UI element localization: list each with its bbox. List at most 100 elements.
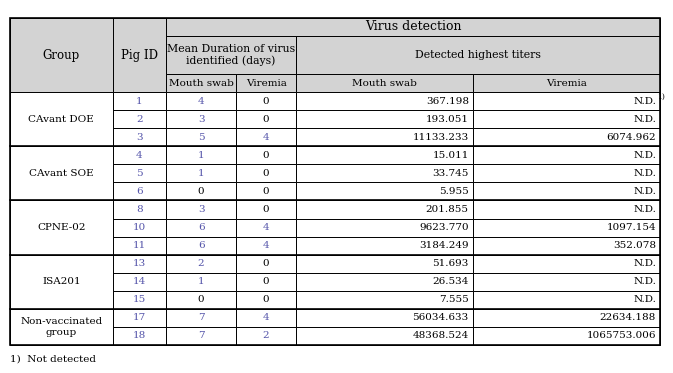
Bar [296, 200, 473, 219]
Text: CAvant SOE: CAvant SOE [29, 169, 94, 178]
Bar [112, 236, 166, 255]
Text: 18: 18 [133, 332, 146, 341]
Text: Non-vaccinated
group: Non-vaccinated group [20, 317, 102, 336]
Text: 48368.524: 48368.524 [413, 332, 469, 341]
Text: 0: 0 [262, 295, 269, 304]
Bar [112, 182, 166, 200]
Text: 17: 17 [133, 313, 146, 322]
Bar [296, 146, 473, 164]
Text: 0: 0 [198, 187, 205, 196]
Bar [473, 291, 660, 309]
Bar [10, 309, 112, 345]
Bar [166, 309, 236, 327]
Text: 15.011: 15.011 [433, 151, 469, 160]
Bar [112, 18, 166, 92]
Text: 3: 3 [198, 115, 205, 123]
Text: Mouth swab: Mouth swab [352, 78, 417, 88]
Bar [112, 291, 166, 309]
Text: 5.955: 5.955 [439, 187, 469, 196]
Text: 4: 4 [262, 241, 269, 250]
Bar [10, 146, 112, 200]
Text: 201.855: 201.855 [426, 205, 469, 214]
Bar [10, 92, 112, 146]
Text: Mouth swab: Mouth swab [169, 78, 234, 88]
Text: CAvant DOE: CAvant DOE [28, 115, 94, 123]
Text: N.D.: N.D. [633, 295, 656, 304]
Text: 22634.188: 22634.188 [600, 313, 656, 322]
Text: 1): 1) [657, 93, 665, 101]
Bar [166, 200, 236, 219]
Bar [236, 255, 296, 273]
Bar [236, 74, 296, 92]
Bar [166, 18, 660, 36]
Text: 5: 5 [136, 169, 143, 178]
Bar [112, 146, 166, 164]
Bar [112, 92, 166, 110]
Bar [236, 236, 296, 255]
Bar [296, 164, 473, 182]
Text: 51.693: 51.693 [433, 259, 469, 268]
Bar [473, 309, 660, 327]
Text: ISA201: ISA201 [42, 277, 81, 286]
Bar [473, 200, 660, 219]
Text: 8: 8 [136, 205, 143, 214]
Text: 4: 4 [262, 223, 269, 232]
Text: N.D.: N.D. [633, 115, 656, 123]
Bar [296, 273, 473, 291]
Text: 0: 0 [198, 295, 205, 304]
Bar [112, 327, 166, 345]
Bar [112, 200, 166, 219]
Text: 1)  Not detected: 1) Not detected [10, 354, 96, 364]
Bar [10, 18, 166, 36]
Bar [473, 74, 660, 92]
Text: 2: 2 [136, 115, 143, 123]
Text: 4: 4 [198, 97, 205, 106]
Bar [296, 236, 473, 255]
Text: 0: 0 [262, 151, 269, 160]
Bar [236, 146, 296, 164]
Bar [10, 18, 660, 345]
Bar [166, 164, 236, 182]
Bar [166, 255, 236, 273]
Bar [10, 200, 112, 255]
Text: 33.745: 33.745 [433, 169, 469, 178]
Bar [473, 236, 660, 255]
Bar [473, 110, 660, 128]
Text: 367.198: 367.198 [426, 97, 469, 106]
Text: 9623.770: 9623.770 [419, 223, 469, 232]
Text: 1097.154: 1097.154 [606, 223, 656, 232]
Text: N.D.: N.D. [633, 169, 656, 178]
Bar [473, 146, 660, 164]
Text: 6074.962: 6074.962 [606, 133, 656, 142]
Text: 0: 0 [262, 187, 269, 196]
Text: 14: 14 [133, 277, 146, 286]
Bar [296, 36, 660, 74]
Bar [112, 255, 166, 273]
Bar [166, 36, 296, 74]
Text: Pig ID: Pig ID [121, 48, 158, 62]
Bar [296, 255, 473, 273]
Bar [166, 110, 236, 128]
Text: N.D.: N.D. [633, 151, 656, 160]
Bar [236, 110, 296, 128]
Text: N.D.: N.D. [633, 259, 656, 268]
Bar [473, 182, 660, 200]
Text: 0: 0 [262, 205, 269, 214]
Text: N.D.: N.D. [633, 277, 656, 286]
Text: N.D.: N.D. [633, 187, 656, 196]
Bar [236, 309, 296, 327]
Bar [112, 110, 166, 128]
Text: Group: Group [42, 48, 80, 62]
Bar [166, 291, 236, 309]
Text: 3: 3 [198, 205, 205, 214]
Bar [166, 128, 236, 146]
Text: 4: 4 [262, 133, 269, 142]
Bar [236, 128, 296, 146]
Bar [296, 128, 473, 146]
Text: 1065753.006: 1065753.006 [586, 332, 656, 341]
Text: 10: 10 [133, 223, 146, 232]
Text: 2: 2 [262, 332, 269, 341]
Bar [473, 219, 660, 236]
Bar [236, 273, 296, 291]
Text: 352.078: 352.078 [613, 241, 656, 250]
